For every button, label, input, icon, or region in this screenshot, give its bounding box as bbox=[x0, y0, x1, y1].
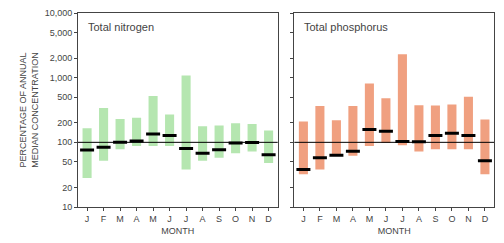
svg-text:A: A bbox=[134, 214, 140, 224]
svg-text:Total nitrogen: Total nitrogen bbox=[88, 21, 154, 33]
svg-text:A: A bbox=[416, 214, 422, 224]
svg-text:M: M bbox=[333, 214, 341, 224]
svg-text:100: 100 bbox=[57, 137, 72, 147]
svg-text:MONTH: MONTH bbox=[161, 226, 194, 236]
svg-text:M: M bbox=[149, 214, 157, 224]
svg-text:50: 50 bbox=[62, 157, 72, 167]
svg-text:200: 200 bbox=[57, 118, 72, 128]
svg-text:5,000: 5,000 bbox=[50, 28, 73, 38]
svg-text:O: O bbox=[232, 214, 239, 224]
svg-text:J: J bbox=[400, 214, 405, 224]
svg-text:J: J bbox=[167, 214, 172, 224]
svg-text:J: J bbox=[184, 214, 189, 224]
svg-text:F: F bbox=[317, 214, 323, 224]
svg-text:20: 20 bbox=[62, 183, 72, 193]
svg-text:M: M bbox=[116, 214, 124, 224]
svg-text:J: J bbox=[384, 214, 389, 224]
svg-text:Total phosphorus: Total phosphorus bbox=[304, 21, 388, 33]
svg-text:A: A bbox=[350, 214, 356, 224]
svg-text:2,000: 2,000 bbox=[50, 53, 73, 63]
svg-text:A: A bbox=[200, 214, 206, 224]
svg-text:MONTH: MONTH bbox=[378, 226, 411, 236]
svg-text:N: N bbox=[249, 214, 256, 224]
svg-text:M: M bbox=[366, 214, 374, 224]
svg-text:1,000: 1,000 bbox=[50, 73, 73, 83]
svg-text:10: 10 bbox=[62, 202, 72, 212]
svg-text:D: D bbox=[482, 214, 489, 224]
svg-text:J: J bbox=[85, 214, 90, 224]
svg-text:O: O bbox=[448, 214, 455, 224]
svg-text:PERCENTAGE OF ANNUALMEDIAN CON: PERCENTAGE OF ANNUALMEDIAN CONCENTRATION bbox=[18, 52, 40, 167]
svg-text:500: 500 bbox=[57, 92, 72, 102]
svg-text:N: N bbox=[465, 214, 472, 224]
svg-text:S: S bbox=[216, 214, 222, 224]
svg-text:J: J bbox=[301, 214, 306, 224]
svg-text:S: S bbox=[432, 214, 438, 224]
svg-text:F: F bbox=[101, 214, 107, 224]
svg-text:D: D bbox=[265, 214, 272, 224]
svg-text:10,000: 10,000 bbox=[45, 8, 73, 18]
